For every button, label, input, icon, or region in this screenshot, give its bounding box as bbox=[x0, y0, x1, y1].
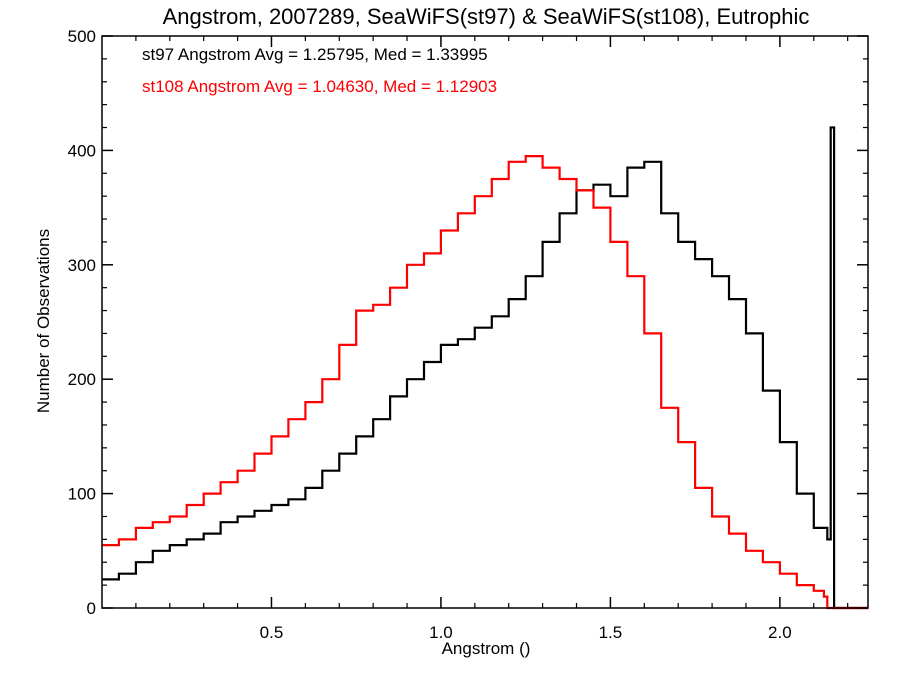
x-tick-label: 1.0 bbox=[429, 623, 453, 642]
tick-layer: 0.5 1.0 1.5 2.0 0 100 200 300 400 500 bbox=[68, 27, 868, 642]
st97-stats-annotation: st97 Angstrom Avg = 1.25795, Med = 1.339… bbox=[142, 45, 488, 64]
annotation-layer: st97 Angstrom Avg = 1.25795, Med = 1.339… bbox=[142, 45, 497, 96]
st108-stats-annotation: st108 Angstrom Avg = 1.04630, Med = 1.12… bbox=[142, 77, 497, 96]
x-tick-label: 1.5 bbox=[599, 623, 623, 642]
series-layer bbox=[102, 126, 868, 610]
y-tick-label: 300 bbox=[68, 256, 96, 275]
series-line-1 bbox=[102, 155, 868, 610]
plot-area: 0.5 1.0 1.5 2.0 0 100 200 300 400 500 bbox=[68, 27, 869, 642]
y-tick-label: 100 bbox=[68, 485, 96, 504]
plot-frame bbox=[101, 35, 869, 609]
y-axis-title: Number of Observations bbox=[34, 229, 53, 413]
y-tick-label: 500 bbox=[68, 27, 96, 46]
x-axis-title: Angstrom () bbox=[442, 639, 531, 658]
x-tick-label: 0.5 bbox=[260, 623, 284, 642]
x-tick-label: 2.0 bbox=[768, 623, 792, 642]
chart-title: Angstrom, 2007289, SeaWiFS(st97) & SeaWi… bbox=[163, 4, 810, 29]
y-tick-label: 400 bbox=[68, 141, 96, 160]
series-line-0 bbox=[102, 126, 868, 610]
y-tick-label: 200 bbox=[68, 370, 96, 389]
y-tick-label: 0 bbox=[87, 599, 96, 618]
